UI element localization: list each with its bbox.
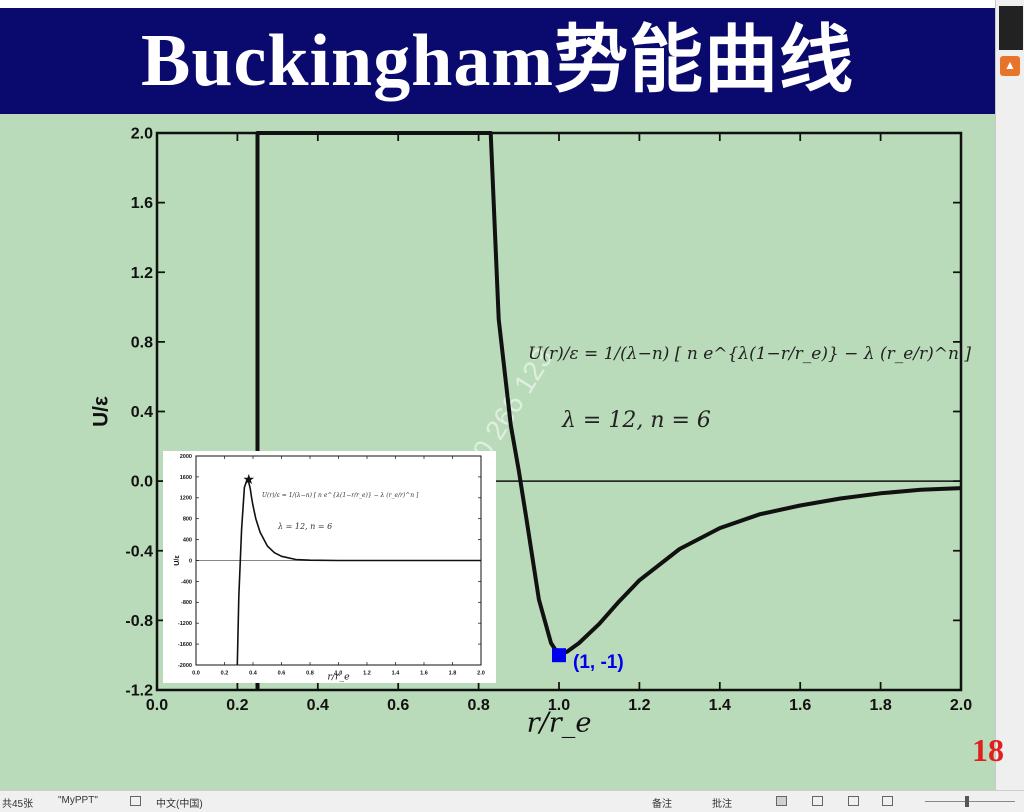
inset-y-axis-label: U/ε	[173, 555, 181, 566]
y-tick-label: 1.2	[131, 265, 153, 282]
potential-curve	[255, 131, 962, 690]
spellcheck-icon[interactable]	[130, 796, 141, 806]
potential-chart: 86156510 266 123 0.0 0.2 0.4 0.6 0.8 1.0 1.2 1.…	[89, 126, 972, 739]
x-tick-label: 1.4	[709, 697, 731, 714]
inset-y-tick-label: 2000	[180, 454, 192, 460]
normal-view-icon[interactable]	[776, 796, 787, 806]
inset-x-tick-label: 0.8	[306, 671, 314, 677]
inset-plot: 0.0 0.2 0.4 0.6 0.8 1.0 1.2 1.4 1.6 1.8 2.0 2000 160…	[163, 451, 496, 683]
x-tick-label: 1.8	[869, 697, 891, 714]
title-bar	[0, 8, 995, 114]
inset-x-tick-label: 0.0	[192, 671, 200, 677]
zoom-slider-thumb[interactable]	[965, 796, 969, 807]
inset-x-axis-label: r/r_e	[327, 671, 350, 682]
x-tick-label: 0.6	[387, 697, 409, 714]
formula-text: U(r)/ε = 1/(λ−n) [ n e^{λ(1−r/r_e)} − λ …	[528, 344, 971, 364]
y-tick-label: 0.0	[131, 474, 153, 491]
inset-y-tick-label: -800	[181, 600, 192, 606]
status-bar: 共45张 "MyPPT" 中文(中国) 备注 批注	[0, 790, 1024, 812]
slide-number: 18	[972, 732, 1004, 768]
x-tick-label: 0.8	[467, 697, 489, 714]
slide-count: 共45张	[2, 799, 34, 810]
video-thumbnail[interactable]	[999, 6, 1023, 50]
inset-y-tick-label: -1200	[178, 621, 192, 627]
x-tick-label: 1.2	[628, 697, 650, 714]
inset-y-tick-label: -2000	[178, 663, 192, 669]
slide-sorter-icon[interactable]	[812, 796, 823, 806]
inset-background	[163, 451, 496, 683]
minimum-label: (1, -1)	[573, 652, 624, 673]
slide-title: Buckingham势能曲线	[140, 20, 855, 102]
y-tick-label: -0.8	[125, 613, 153, 630]
y-tick-label: 0.4	[131, 404, 153, 421]
inset-y-tick-label: -400	[181, 579, 192, 585]
formula-block: U(r)/ε = 1/(λ−n) [ n e^{λ(1−r/r_e)} − λ …	[528, 344, 971, 433]
app-icon[interactable]	[1000, 56, 1020, 76]
reading-view-icon[interactable]	[848, 796, 859, 806]
minimum-marker	[552, 648, 566, 663]
inset-y-tick-label: 0	[189, 558, 192, 564]
inset-y-tick-label: 1600	[180, 475, 192, 481]
notes-button[interactable]: 备注	[652, 799, 672, 810]
x-tick-label: 1.0	[548, 697, 570, 714]
y-tick-label: 2.0	[131, 126, 153, 143]
inset-x-tick-label: 1.8	[449, 671, 457, 677]
top-window-strip	[0, 0, 1024, 8]
theme-name: "MyPPT"	[58, 795, 98, 806]
inset-formula-block: U(r)/ε = 1/(λ−n) [ n e^{λ(1−r/r_e)} − λ …	[262, 492, 419, 531]
inset-x-tick-label: 0.4	[249, 671, 258, 677]
main-plot: 0.0 0.2 0.4 0.6 0.8 1.0 1.2 1.4 1.6 1.8 2.0 2.0 1.6 1…	[89, 126, 972, 739]
inset-y-tick-label: 1200	[180, 496, 192, 502]
inset-x-tick-label: 1.6	[420, 671, 428, 677]
y-tick-label: -1.2	[125, 683, 153, 700]
x-tick-label: 0.2	[226, 697, 248, 714]
y-tick-label: 1.6	[131, 195, 153, 212]
comments-button[interactable]: 批注	[712, 799, 732, 810]
inset-axes: 0.0 0.2 0.4 0.6 0.8 1.0 1.2 1.4 1.6 1.8 2.0 2000 160…	[173, 454, 485, 682]
formula-params: λ = 12, n = 6	[561, 408, 711, 433]
zoom-slider-track[interactable]	[925, 801, 1015, 802]
x-tick-label: 2.0	[950, 697, 972, 714]
inset-x-tick-label: 1.0	[335, 671, 343, 677]
inset-x-tick-label: 0.6	[278, 671, 286, 677]
user-icon: ▲	[1004, 58, 1016, 72]
language[interactable]: 中文(中国)	[156, 799, 203, 810]
inset-peak-marker: ★	[242, 472, 255, 488]
inset-formula-text: U(r)/ε = 1/(λ−n) [ n e^{λ(1−r/r_e)} − λ …	[262, 492, 419, 499]
inset-potential-curve	[236, 478, 481, 666]
inset-y-tick-label: -1600	[178, 642, 192, 648]
y-tick-label: -0.4	[125, 543, 153, 560]
inset-formula-params: λ = 12, n = 6	[277, 522, 332, 531]
x-axis-label: r/r_e	[527, 708, 592, 739]
y-axis-label: U/ε	[89, 396, 112, 427]
right-side-panel	[995, 0, 1024, 790]
x-tick-label: 1.6	[789, 697, 811, 714]
y-tick-label: 0.8	[131, 334, 153, 351]
inset-y-tick-label: 800	[183, 517, 192, 523]
inset-x-tick-label: 0.2	[221, 671, 229, 677]
slideshow-icon[interactable]	[882, 796, 893, 806]
x-tick-label: 0.4	[307, 697, 329, 714]
inset-x-tick-label: 2.0	[477, 671, 485, 677]
inset-y-tick-label: 400	[183, 538, 192, 544]
inset-x-tick-label: 1.4	[392, 671, 401, 677]
x-tick-label: 0.0	[146, 697, 168, 714]
inset-x-tick-label: 1.2	[363, 671, 371, 677]
